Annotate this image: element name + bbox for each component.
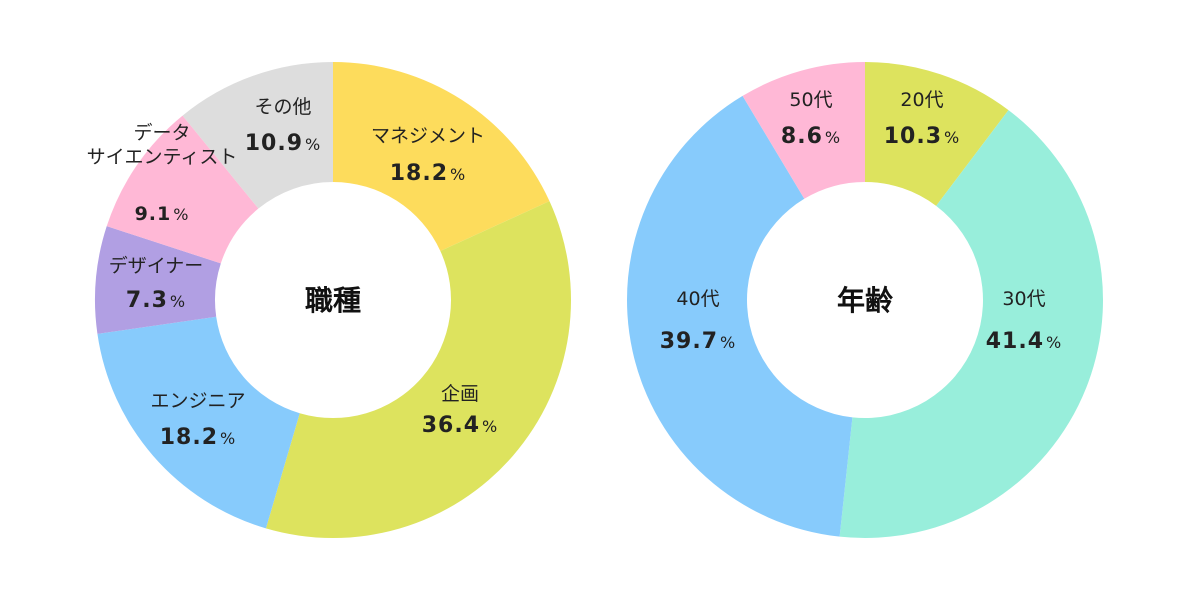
slice-label: その他 bbox=[254, 96, 311, 118]
slice-label: 20代 bbox=[900, 89, 943, 111]
slice-value-label: 8.6% bbox=[781, 124, 841, 149]
slice-label: エンジニア bbox=[150, 390, 245, 412]
donut-chart-1: 職種 マネジメント 18.2 % 企画 36.4 % エンジニア 18.2 % デザイナー 7.3 % デ… bbox=[87, 62, 572, 538]
donut-chart-2: 年齢 20代 10.3 % 30代 41.4 % 40代 39.7 % 50代 8.6% bbox=[626, 62, 1104, 539]
pie-slice bbox=[742, 62, 865, 199]
slice-value-label: 9.1% bbox=[135, 203, 190, 225]
pie-slice bbox=[97, 316, 300, 529]
slice-label: 40代 bbox=[676, 288, 719, 310]
pie-slice bbox=[265, 201, 572, 538]
pie-slice bbox=[333, 62, 550, 251]
slice-label: 30代 bbox=[1002, 288, 1045, 310]
slice-value-label: 18.2% bbox=[160, 425, 236, 450]
slice-label: 50代 bbox=[789, 89, 832, 111]
slice-value-label: 10.3% bbox=[884, 124, 960, 149]
slice-label: デザイナー bbox=[109, 255, 204, 277]
slice-label: マネジメント bbox=[371, 125, 485, 147]
pie-slice bbox=[182, 62, 333, 209]
slice-value-label: 10.9% bbox=[245, 131, 321, 156]
slice-label: サイエンティスト bbox=[87, 146, 238, 168]
pie-slice bbox=[95, 226, 221, 334]
slice-label: データ bbox=[133, 122, 190, 144]
pie-slice bbox=[106, 115, 259, 264]
pie-slice bbox=[865, 62, 1009, 206]
pie-slice bbox=[839, 110, 1104, 539]
slice-value-label: 18.2% bbox=[390, 161, 466, 186]
slice-label: 企画 bbox=[441, 383, 479, 405]
chart-center-title: 年齢 bbox=[837, 284, 893, 317]
pie-slice bbox=[626, 95, 853, 537]
slice-value-label: 7.3% bbox=[126, 288, 186, 313]
chart-center-title: 職種 bbox=[305, 284, 361, 317]
slice-value-label: 36.4% bbox=[422, 413, 498, 438]
slice-value-label: 41.4% bbox=[986, 329, 1062, 354]
slice-value-label: 39.7% bbox=[660, 329, 736, 354]
